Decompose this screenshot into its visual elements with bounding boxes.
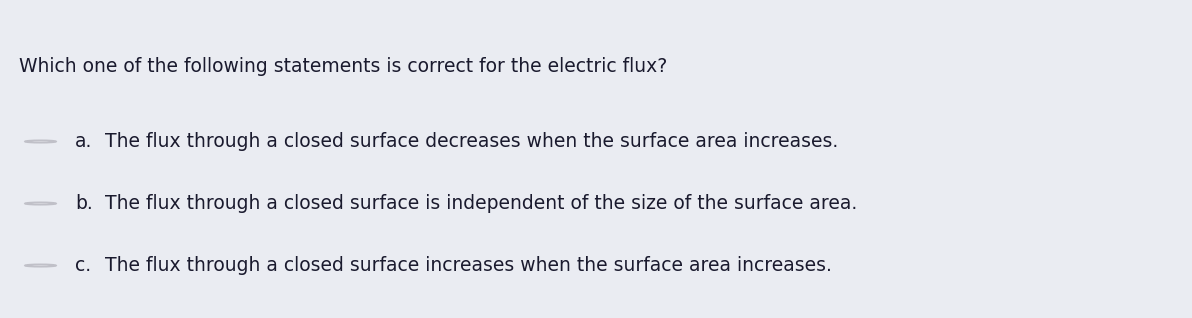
Text: The flux through a closed surface is independent of the size of the surface area: The flux through a closed surface is ind… xyxy=(105,194,857,213)
Text: b.: b. xyxy=(75,194,93,213)
Text: c.: c. xyxy=(75,256,92,275)
Ellipse shape xyxy=(25,203,56,204)
Text: The flux through a closed surface increases when the surface area increases.: The flux through a closed surface increa… xyxy=(105,256,832,275)
Text: The flux through a closed surface decreases when the surface area increases.: The flux through a closed surface decrea… xyxy=(105,132,838,151)
Text: a.: a. xyxy=(75,132,93,151)
Text: Which one of the following statements is correct for the electric flux?: Which one of the following statements is… xyxy=(19,57,668,76)
Ellipse shape xyxy=(25,141,56,142)
Ellipse shape xyxy=(25,265,56,266)
